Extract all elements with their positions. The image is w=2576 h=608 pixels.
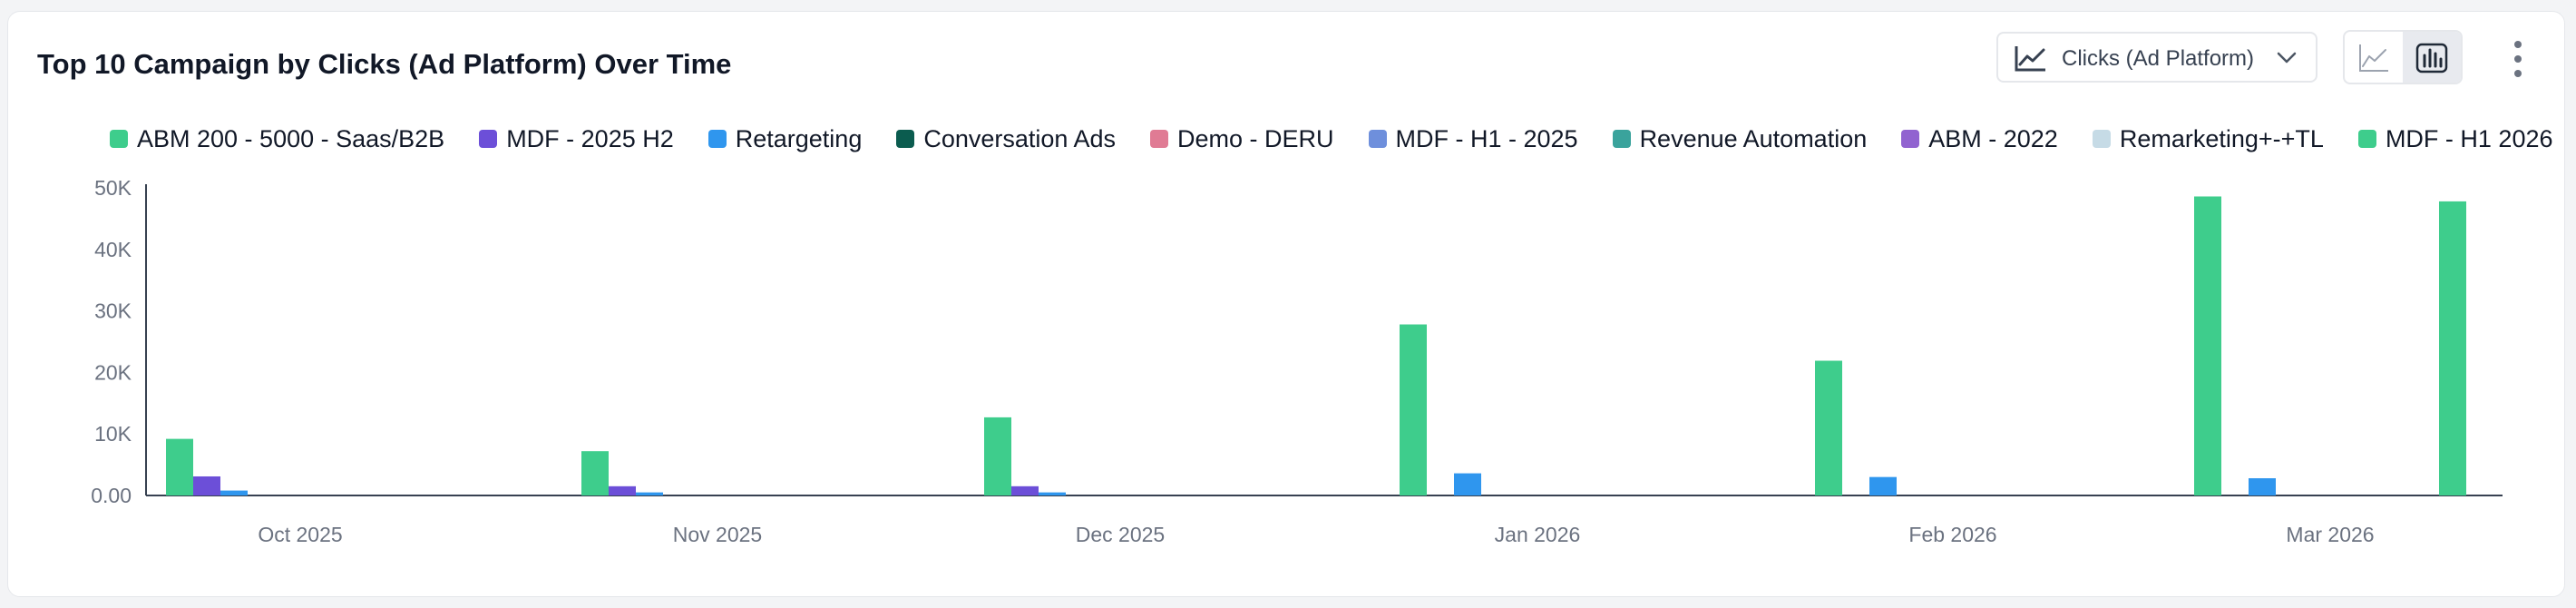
x-tick-label: Feb 2026 [1908, 523, 1996, 546]
chart-plot: 0.00 10K 20K 30K 40K 50K Oct 2025 Nov 2025 Dec 2… [91, 176, 2503, 546]
bar [2439, 201, 2466, 495]
legend-label: Demo - DERU [1176, 124, 1334, 152]
line-view-button[interactable] [2345, 32, 2403, 83]
legend-item[interactable]: ABM 200 - 5000 - Saas/B2B [110, 125, 444, 153]
legend-swatch [1368, 130, 1387, 148]
legend-swatch [2092, 130, 2111, 148]
legend-label: Retargeting [735, 124, 863, 152]
bar [2249, 478, 2276, 495]
line-chart-icon [2359, 44, 2388, 72]
bar [984, 417, 1011, 495]
bar [1454, 473, 1481, 495]
bar [1869, 476, 1897, 495]
bar [581, 451, 609, 495]
legend-swatch [707, 130, 727, 148]
x-tick-label: Dec 2025 [1076, 523, 1165, 546]
bar-chart-icon [2415, 43, 2448, 74]
bar [1011, 485, 1039, 495]
metric-dropdown-label: Clicks (Ad Platform) [2062, 46, 2255, 71]
chart-title: Top 10 Campaign by Clicks (Ad Platform) … [37, 48, 732, 80]
chart-view-toggle [2343, 30, 2463, 84]
legend-label: ABM 200 - 5000 - Saas/B2B [137, 124, 445, 152]
x-tick-label: Oct 2025 [258, 523, 342, 546]
legend-item[interactable]: MDF - H1 - 2025 [1368, 124, 1578, 153]
legend-swatch [1612, 130, 1631, 148]
legend-item[interactable]: Conversation Ads [896, 125, 1116, 153]
bar [166, 438, 193, 495]
trend-line-icon [2015, 46, 2045, 72]
legend-label: MDF - 2025 H2 [506, 124, 674, 152]
legend-swatch [1901, 130, 1920, 148]
bar [220, 490, 248, 495]
legend-label: Conversation Ads [923, 124, 1116, 152]
bar [1039, 492, 1066, 495]
y-tick-label: 20K [94, 360, 132, 384]
bar [1400, 324, 1427, 495]
legend-label: MDF - H1 2026 [2385, 124, 2553, 152]
legend-item[interactable]: Revenue Automation [1612, 124, 1868, 153]
y-tick-label: 50K [94, 176, 132, 200]
x-tick-label: Nov 2025 [673, 523, 762, 546]
legend-swatch [2357, 130, 2376, 148]
metric-dropdown[interactable]: Clicks (Ad Platform) [1996, 32, 2317, 83]
bar [609, 485, 636, 495]
y-tick-label: 10K [94, 422, 132, 446]
legend-label: MDF - H1 - 2025 [1395, 124, 1578, 152]
x-tick-label: Jan 2026 [1495, 523, 1581, 546]
legend-swatch [479, 130, 498, 148]
legend-item[interactable]: Demo - DERU [1149, 124, 1334, 153]
bar [2194, 196, 2221, 495]
chevron-down-icon [2277, 52, 2297, 64]
chart-legend: ABM 200 - 5000 - Saas/B2B MDF - 2025 H2 Re… [110, 121, 2559, 157]
y-tick-label: 0.00 [91, 484, 132, 507]
bar [193, 476, 220, 495]
chart-card: Top 10 Campaign by Clicks (Ad Platform) … [7, 11, 2565, 597]
legend-swatch [110, 130, 128, 148]
legend-item[interactable]: MDF - 2025 H2 [479, 125, 674, 153]
legend-item[interactable]: Retargeting [707, 124, 863, 153]
legend-swatch [1149, 130, 1168, 148]
legend-item[interactable]: Remarketing+-+TL [2092, 124, 2324, 153]
legend-item[interactable]: MDF - H1 2026 [2357, 124, 2553, 153]
bar [636, 492, 663, 495]
y-tick-label: 30K [94, 299, 132, 323]
x-tick-label: Mar 2026 [2286, 523, 2374, 546]
legend-item[interactable]: ABM - 2022 [1901, 125, 2058, 153]
legend-label: ABM - 2022 [1928, 124, 2058, 152]
kebab-icon[interactable] [2504, 34, 2532, 84]
bar [1815, 360, 1842, 495]
y-tick-label: 40K [94, 238, 132, 261]
bar-view-button[interactable] [2403, 32, 2461, 83]
legend-label: Remarketing+-+TL [2119, 124, 2324, 152]
legend-label: Revenue Automation [1639, 124, 1868, 152]
legend-swatch [896, 130, 915, 148]
